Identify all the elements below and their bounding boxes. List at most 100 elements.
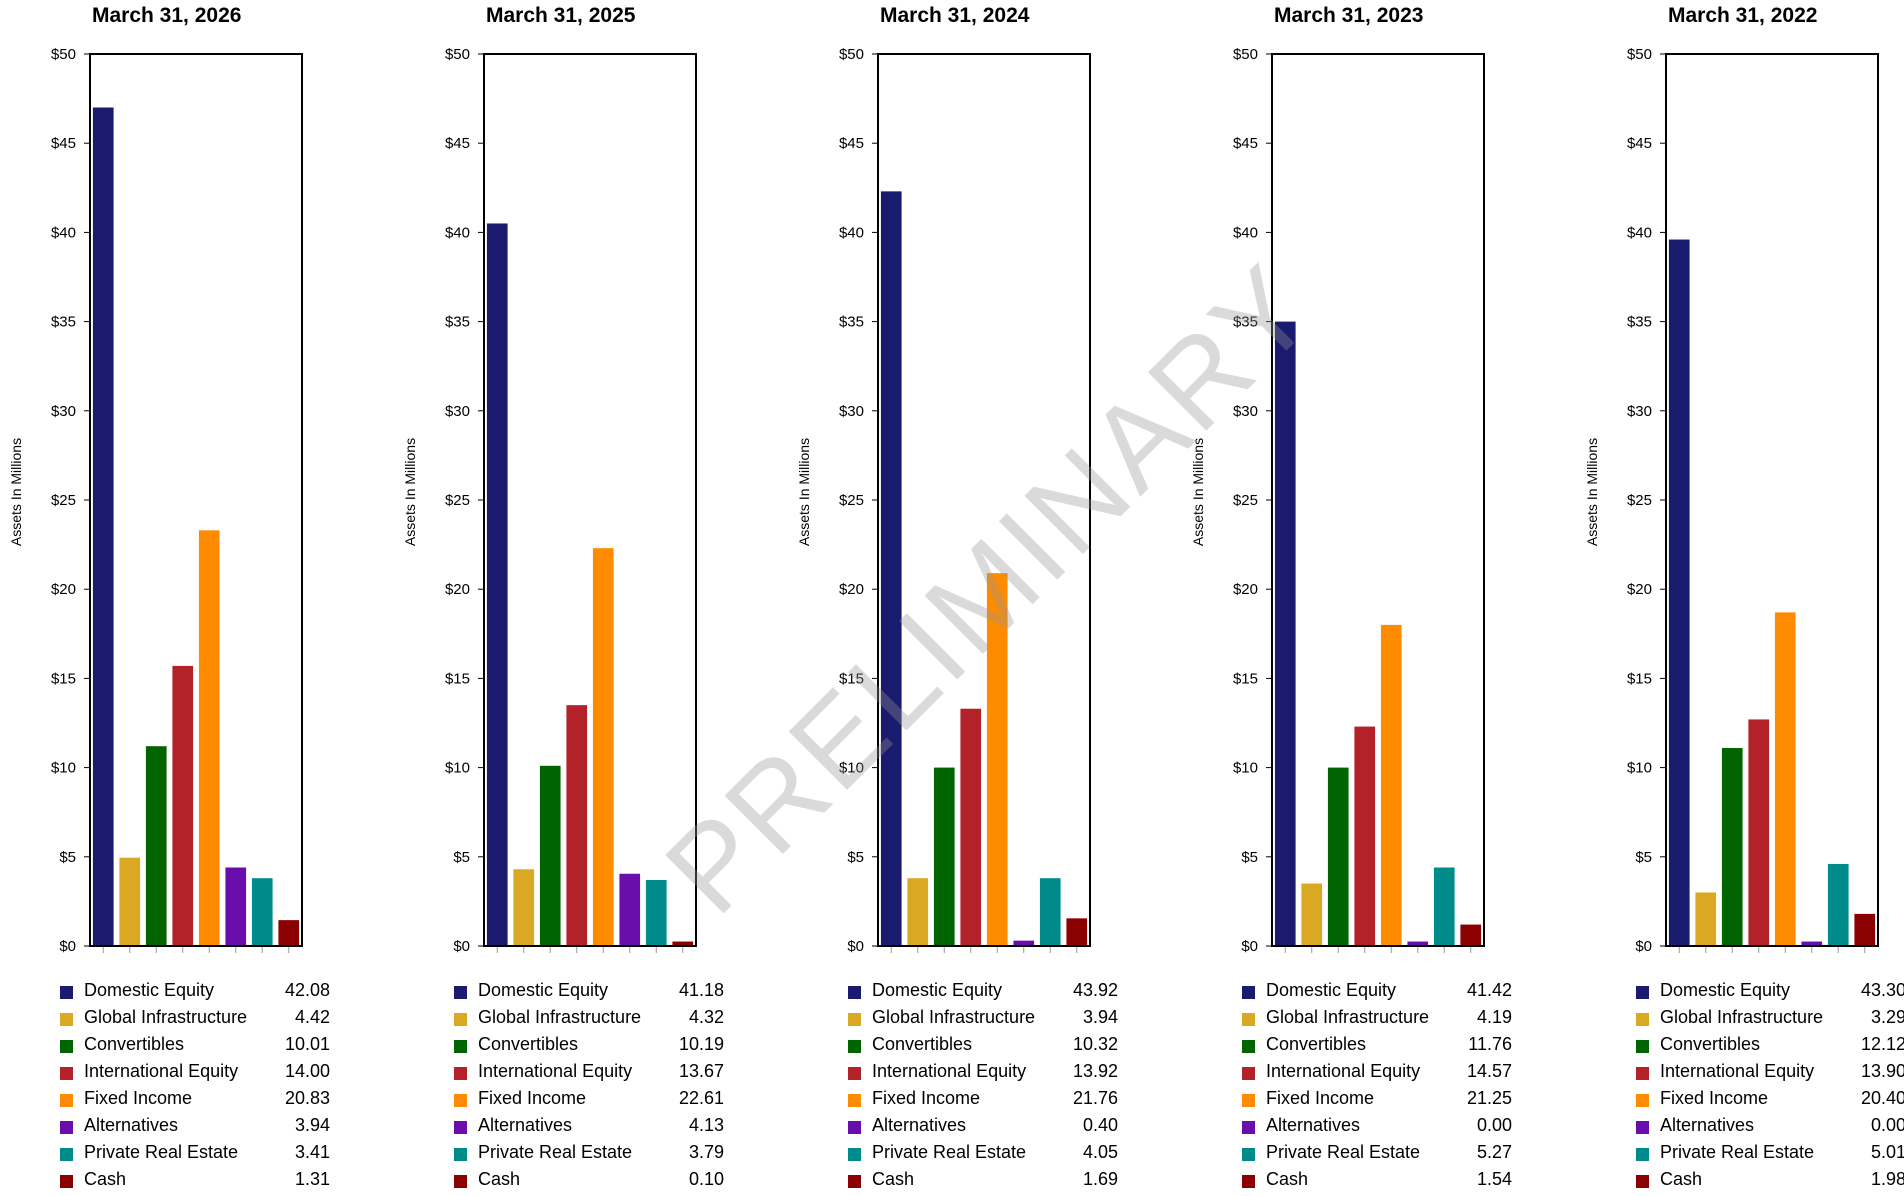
y-tick-label: $0: [1241, 938, 1258, 955]
bar: [278, 920, 300, 946]
legend-swatch: [848, 1121, 861, 1134]
legend-value: 10.32: [1072, 1034, 1118, 1054]
y-tick-label: $35: [445, 314, 470, 331]
legend-item: Private Real Estate 3.41: [60, 1142, 330, 1169]
y-tick-label: $20: [839, 581, 864, 598]
legend-label: Private Real Estate: [872, 1142, 1027, 1162]
legend-value: 13.90: [1860, 1061, 1904, 1081]
bar-chart: $0 $5 $10 $15 $20 $25 $30 $35 $40 $45 $50: [1233, 46, 1485, 955]
legend-swatch: [848, 1040, 861, 1053]
legend-swatch: [1636, 1121, 1649, 1134]
legend-value: 0.00: [1476, 1115, 1512, 1135]
legend-item: Alternatives 0.40: [848, 1115, 1118, 1142]
chart-title: March 31, 2024: [880, 4, 1030, 27]
y-tick-label: $20: [1627, 581, 1652, 598]
legend-swatch: [60, 1040, 73, 1053]
legend: Domestic Equity 41.42 Global Infrastructur…: [1242, 980, 1512, 1196]
legend-value: 10.01: [284, 1034, 330, 1054]
y-tick-label: $45: [1233, 135, 1258, 152]
plot-frame: [1665, 53, 1879, 947]
legend-swatch: [60, 1175, 73, 1188]
legend-label: International Equity: [1266, 1061, 1421, 1081]
legend-swatch: [60, 1067, 73, 1080]
legend-value: 0.00: [1870, 1115, 1904, 1135]
legend-swatch: [454, 1094, 467, 1107]
legend-swatch: [454, 1013, 467, 1026]
legend-swatch: [1636, 1040, 1649, 1053]
bar: [92, 107, 114, 946]
legend-label: Private Real Estate: [478, 1142, 633, 1162]
legend-item: Domestic Equity 41.42: [1242, 980, 1512, 1007]
y-tick-label: $50: [445, 46, 470, 63]
legend-label: Cash: [478, 1169, 521, 1189]
y-tick-label: $0: [453, 938, 470, 955]
legend-label: Domestic Equity: [872, 980, 1003, 1000]
legend-value: 13.92: [1072, 1061, 1118, 1081]
y-tick-label: $0: [1635, 938, 1652, 955]
plot-frame: [877, 53, 1091, 947]
legend-value: 11.76: [1468, 1034, 1512, 1054]
legend-swatch: [1636, 1013, 1649, 1026]
chart-title: March 31, 2023: [1274, 4, 1424, 27]
legend-swatch: [454, 1121, 467, 1134]
legend-swatch: [1242, 1121, 1255, 1134]
legend-label: Cash: [1660, 1169, 1703, 1189]
y-tick-label: $20: [1233, 581, 1258, 598]
legend-value: 4.42: [294, 1007, 330, 1027]
y-tick-label: $25: [51, 492, 76, 509]
bar: [986, 573, 1008, 946]
y-tick-label: $35: [839, 314, 864, 331]
legend-label: International Equity: [1660, 1061, 1815, 1081]
y-tick-label: $40: [1233, 224, 1258, 241]
legend-swatch: [1242, 1067, 1255, 1080]
legend-item: Cash 1.98: [1636, 1169, 1904, 1196]
y-tick-label: $40: [445, 224, 470, 241]
legend-value: 0.40: [1082, 1115, 1118, 1135]
legend-swatch: [1242, 986, 1255, 999]
legend-label: Convertibles: [1266, 1034, 1367, 1054]
legend-swatch: [1242, 1094, 1255, 1107]
legend-label: Fixed Income: [1660, 1088, 1769, 1108]
legend-item: Convertibles 10.19: [454, 1034, 724, 1061]
legend-label: Global Infrastructure: [872, 1007, 1036, 1027]
y-tick-label: $10: [1627, 760, 1652, 777]
chart-panel: March 31, 2026 Assets In Millions $0 $5 $10 $…: [0, 0, 390, 1189]
legend-value: 4.32: [688, 1007, 724, 1027]
plot-frame: [1271, 53, 1485, 947]
bar: [1301, 883, 1323, 946]
legend-label: Domestic Equity: [478, 980, 609, 1000]
legend-item: Private Real Estate 3.79: [454, 1142, 724, 1169]
chart-panel: March 31, 2025 Assets In Millions $0 $5 $10 $…: [394, 0, 784, 1189]
legend-item: Fixed Income 21.25: [1242, 1088, 1512, 1115]
legend-label: Global Infrastructure: [84, 1007, 248, 1027]
y-tick-label: $40: [839, 224, 864, 241]
bar: [1695, 892, 1717, 946]
y-tick-label: $25: [839, 492, 864, 509]
legend-swatch: [60, 1094, 73, 1107]
legend-label: International Equity: [84, 1061, 239, 1081]
legend-label: Domestic Equity: [1266, 980, 1397, 1000]
y-tick-label: $5: [59, 849, 76, 866]
plot-frame: [483, 53, 697, 947]
legend-item: Fixed Income 20.83: [60, 1088, 330, 1115]
legend-value: 4.19: [1476, 1007, 1512, 1027]
legend-label: International Equity: [478, 1061, 633, 1081]
legend-value: 4.05: [1082, 1142, 1118, 1162]
legend-item: Private Real Estate 5.27: [1242, 1142, 1512, 1169]
legend-item: Global Infrastructure 4.32: [454, 1007, 724, 1034]
legend-label: Private Real Estate: [84, 1142, 239, 1162]
legend-label: Domestic Equity: [84, 980, 215, 1000]
legend-value: 3.29: [1870, 1007, 1904, 1027]
y-tick-label: $0: [59, 938, 76, 955]
legend-value: 43.30: [1860, 980, 1904, 1000]
bar: [1801, 941, 1823, 946]
legend-item: Domestic Equity 43.92: [848, 980, 1118, 1007]
bar-chart: $0 $5 $10 $15 $20 $25 $30 $35 $40 $45 $50: [445, 46, 697, 955]
legend-label: Cash: [84, 1169, 127, 1189]
legend-label: Alternatives: [478, 1115, 573, 1135]
legend-item: Convertibles 10.32: [848, 1034, 1118, 1061]
y-tick-label: $45: [51, 135, 76, 152]
chart-title: March 31, 2026: [92, 4, 242, 27]
y-tick-label: $50: [51, 46, 76, 63]
y-tick-label: $20: [445, 581, 470, 598]
